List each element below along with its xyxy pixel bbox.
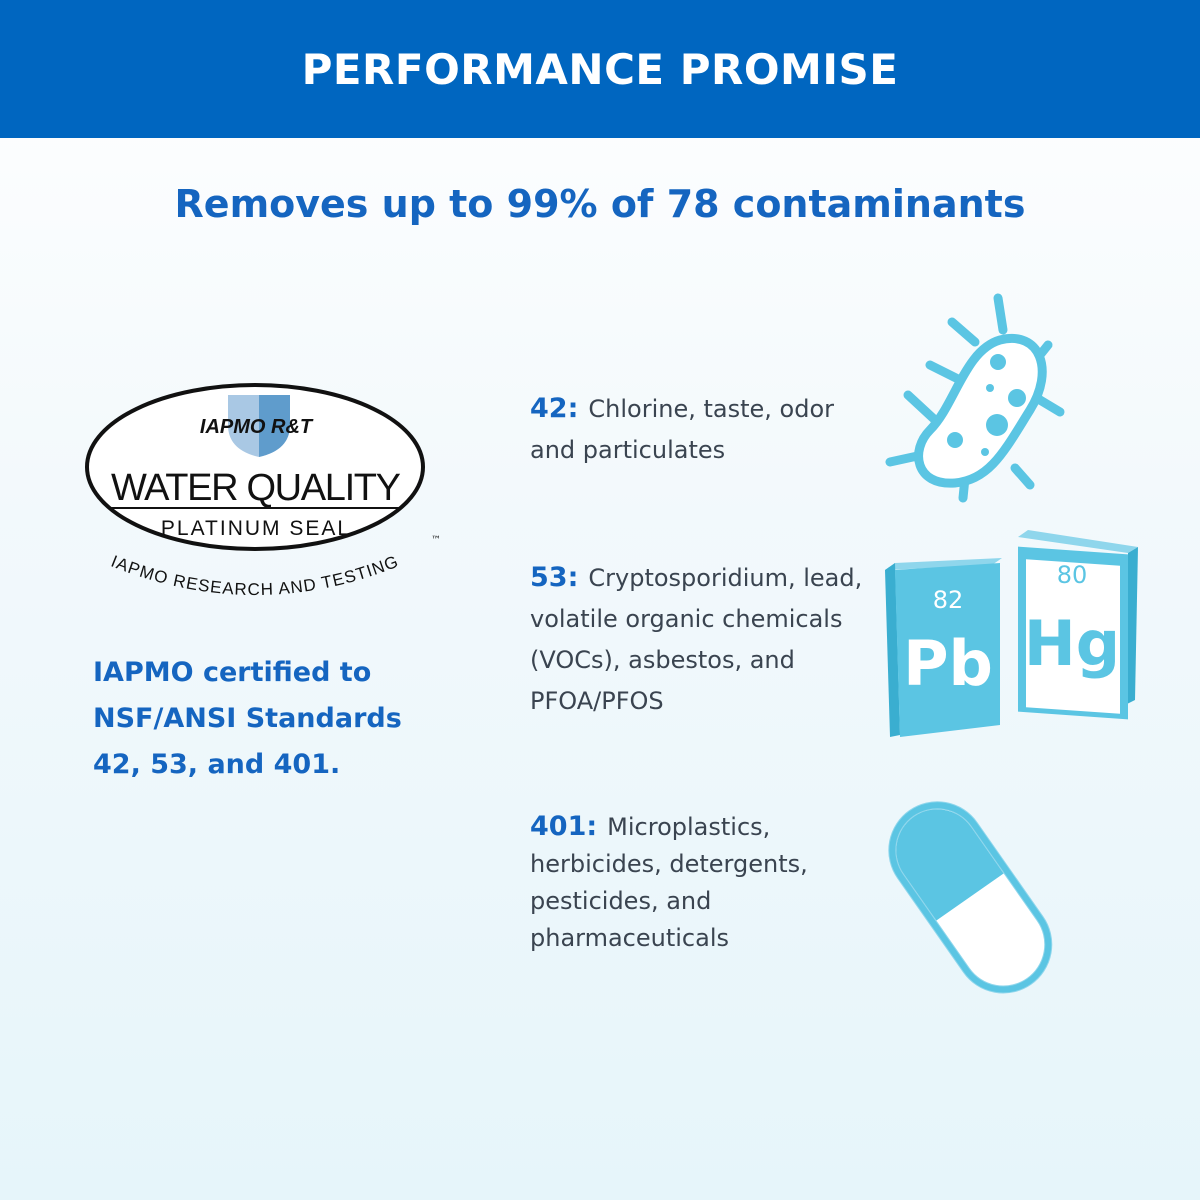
standard-text: Chlorine, taste, odor and particulates: [530, 395, 834, 464]
standard-401: 401: Microplastics, herbicides, detergent…: [530, 808, 875, 957]
standard-text: Microplastics, herbicides, detergents, p…: [530, 813, 808, 952]
seal-brand: IAPMO R&T: [200, 416, 314, 438]
subtitle: Removes up to 99% of 78 contaminants: [174, 182, 1026, 226]
seal-title: WATER QUALITY: [111, 467, 401, 509]
header-title: PERFORMANCE PROMISE: [301, 44, 899, 94]
capsule-icon: [888, 801, 1053, 994]
standard-42: 42: Chlorine, taste, odor and particulate…: [530, 388, 875, 471]
standard-number: 42:: [530, 393, 579, 424]
element-number: 82: [933, 586, 964, 614]
element-symbol: Pb: [903, 627, 993, 700]
seal-arc-text: IAPMO RESEARCH AND TESTING: [108, 552, 400, 599]
bacteria-icon: [885, 293, 1065, 503]
seal-subtitle: PLATINUM SEAL: [161, 517, 351, 540]
standard-number: 401:: [530, 811, 598, 842]
svg-text:IAPMO RESEARCH AND TESTING: IAPMO RESEARCH AND TESTING: [108, 552, 401, 599]
periodic-elements-icon: 80 Hg 82 Pb: [885, 530, 1138, 737]
certification-text: IAPMO certified to NSF/ANSI Standards 42…: [93, 657, 402, 780]
element-number: 80: [1057, 561, 1088, 589]
standard-number: 53:: [530, 562, 579, 593]
header-banner: PERFORMANCE PROMISE: [0, 0, 1200, 138]
standard-53: 53: Cryptosporidium, lead, volatile organ…: [530, 557, 875, 722]
element-symbol: Hg: [1024, 607, 1120, 680]
seal-tm: ™: [431, 535, 441, 546]
standard-text: Cryptosporidium, lead, volatile organic …: [530, 564, 863, 715]
water-quality-seal-logo: IAPMO R&T WATER QUALITY PLATINUM SEAL IA…: [85, 383, 441, 599]
